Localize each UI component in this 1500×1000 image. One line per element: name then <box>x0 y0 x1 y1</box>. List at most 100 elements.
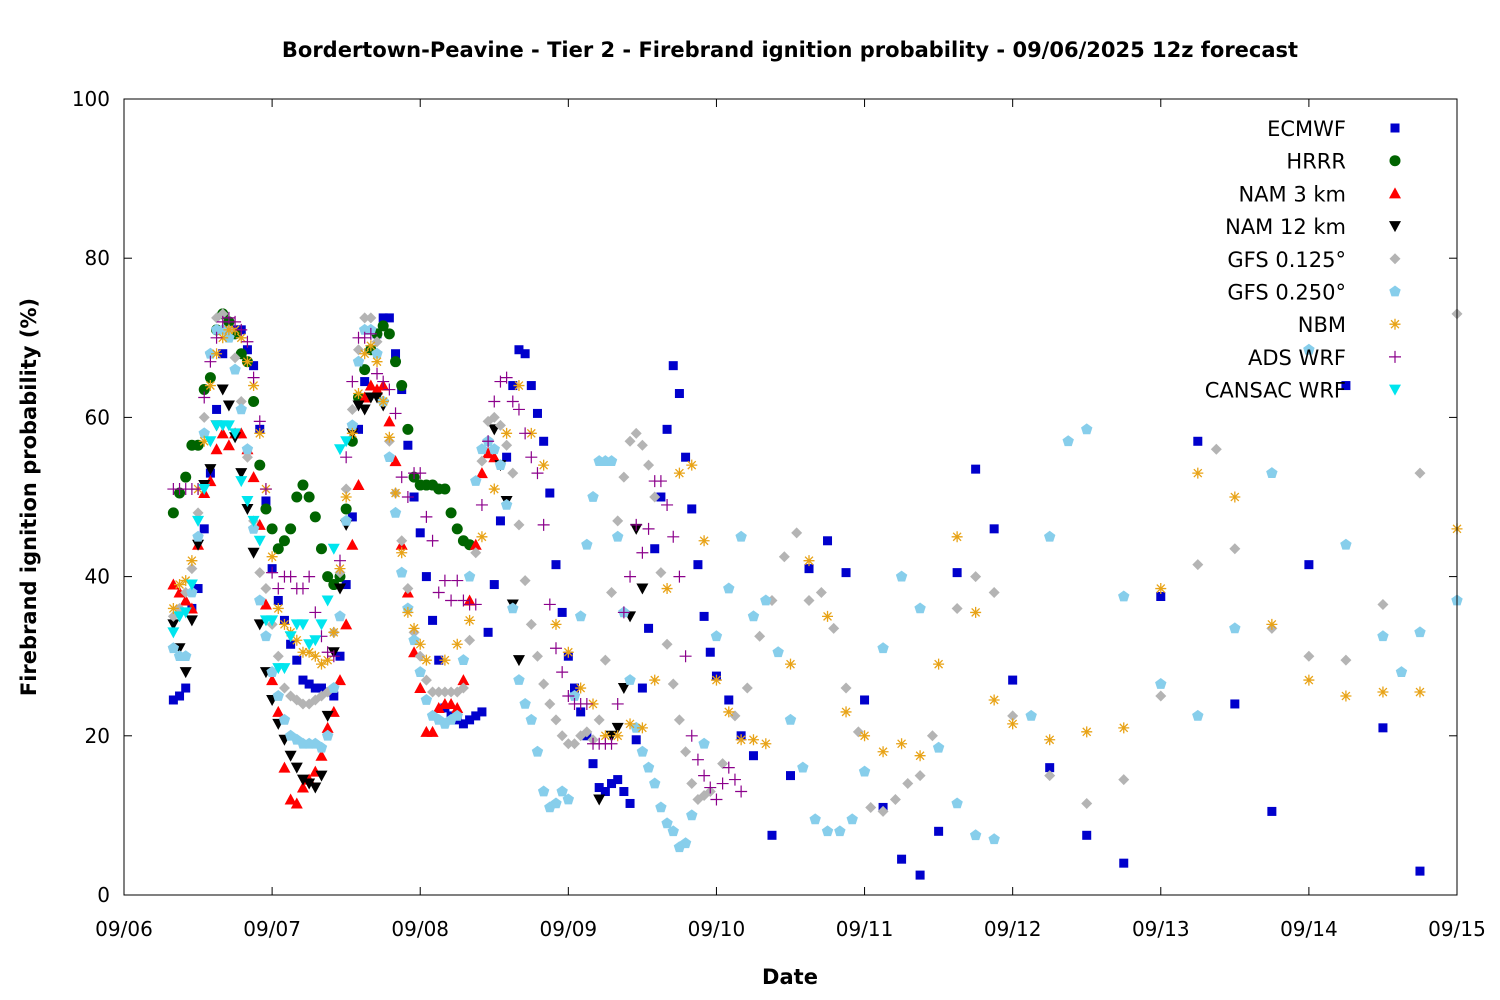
point-nam-3-km <box>457 674 470 686</box>
point-nbm <box>476 531 488 543</box>
point-gfs-0-125 <box>297 698 309 710</box>
point-gfs-0-250 <box>1118 590 1130 602</box>
point-gfs-0-250 <box>550 797 562 809</box>
point-cansac-wrf <box>192 515 205 527</box>
point-gfs-0-125 <box>661 638 673 650</box>
point-nbm <box>377 395 389 407</box>
point-gfs-0-125 <box>538 678 550 690</box>
legend-label: GFS 0.250° <box>1227 281 1346 305</box>
point-gfs-0-125 <box>581 726 593 738</box>
point-gfs-0-250 <box>562 793 575 805</box>
point-ecmwf <box>841 568 851 578</box>
point-gfs-0-125 <box>186 563 198 575</box>
point-gfs-0-125 <box>414 650 426 662</box>
point-gfs-0-250 <box>821 825 834 837</box>
legend-label: CANSAC WRF <box>1205 379 1346 403</box>
legend-marker <box>1389 350 1401 363</box>
point-gfs-0-125 <box>353 344 365 356</box>
point-nam-3-km <box>272 705 285 717</box>
point-ads-wrf <box>235 323 248 336</box>
y-tick-label: 100 <box>72 87 110 111</box>
point-nam-3-km <box>346 538 359 550</box>
point-hrrr <box>272 543 284 555</box>
point-ads-wrf <box>432 586 445 599</box>
point-gfs-0-125 <box>1210 443 1222 455</box>
point-ecmwf <box>489 580 499 590</box>
point-ads-wrf <box>438 574 451 587</box>
point-ecmwf <box>465 715 475 725</box>
point-ecmwf <box>668 361 678 371</box>
point-gfs-0-125 <box>828 622 840 634</box>
point-gfs-0-125 <box>624 435 636 447</box>
point-ads-wrf <box>284 570 297 583</box>
y-tick-label: 60 <box>85 405 110 429</box>
point-ads-wrf <box>519 427 532 440</box>
point-nbm <box>970 606 982 618</box>
point-ecmwf <box>705 647 715 657</box>
point-ads-wrf <box>475 498 488 511</box>
point-hrrr <box>390 356 402 368</box>
point-gfs-0-250 <box>1062 435 1074 447</box>
point-gfs-0-125 <box>507 467 519 479</box>
point-nbm <box>328 626 340 638</box>
point-ads-wrf <box>482 435 495 448</box>
point-nbm <box>933 658 945 670</box>
point-gfs-0-125 <box>649 491 661 503</box>
point-ecmwf <box>199 524 209 534</box>
point-nbm <box>599 730 611 742</box>
point-ecmwf <box>273 595 283 605</box>
point-nam-3-km <box>340 618 353 630</box>
point-ecmwf <box>286 639 296 649</box>
legend-item-cansac-wrf: CANSAC WRF <box>1205 379 1401 403</box>
point-ads-wrf <box>506 395 519 408</box>
point-nbm <box>488 483 500 495</box>
point-gfs-0-250 <box>235 403 247 415</box>
point-nam-3-km <box>475 467 488 479</box>
point-nbm <box>1229 491 1241 503</box>
point-ads-wrf <box>259 483 272 496</box>
point-ads-wrf <box>241 335 254 348</box>
point-nbm <box>198 435 210 447</box>
point-nam-12-km <box>352 400 365 412</box>
data-markers <box>167 308 1463 880</box>
point-cansac-wrf <box>315 619 328 631</box>
point-gfs-0-250 <box>587 491 599 502</box>
point-hrrr <box>266 523 278 535</box>
point-ads-wrf <box>704 781 717 794</box>
point-gfs-0-250 <box>180 650 192 662</box>
point-cansac-wrf <box>296 619 309 631</box>
point-gfs-0-125 <box>1414 467 1426 479</box>
point-nam-12-km <box>303 778 316 790</box>
x-tick-label: 09/13 <box>1132 917 1190 941</box>
point-gfs-0-250 <box>346 419 359 431</box>
point-ecmwf <box>767 830 777 840</box>
point-nbm <box>414 638 426 650</box>
point-gfs-0-250 <box>1025 709 1037 721</box>
point-ecmwf <box>823 536 833 546</box>
point-gfs-0-250 <box>698 737 710 749</box>
point-gfs-0-250 <box>1266 467 1278 478</box>
point-nbm <box>525 427 537 439</box>
point-gfs-0-250 <box>519 697 531 709</box>
point-ads-wrf <box>698 769 711 782</box>
point-cansac-wrf <box>303 639 316 651</box>
legend-item-nam-12-km: NAM 12 km <box>1225 215 1401 239</box>
point-ads-wrf <box>642 522 655 535</box>
point-ads-wrf <box>414 467 427 480</box>
point-ecmwf <box>1119 858 1129 868</box>
point-gfs-0-125 <box>371 336 383 348</box>
point-ads-wrf <box>679 650 692 663</box>
legend-item-nbm: NBM <box>1298 313 1401 337</box>
point-nbm <box>896 738 908 750</box>
point-ecmwf <box>897 854 907 864</box>
point-ecmwf <box>699 611 709 621</box>
point-ads-wrf <box>420 510 433 523</box>
point-ecmwf <box>619 787 629 797</box>
point-ads-wrf <box>630 518 643 531</box>
point-gfs-0-250 <box>969 829 982 841</box>
point-nbm <box>383 431 395 443</box>
point-nam-12-km <box>617 683 630 695</box>
point-ads-wrf <box>451 574 464 587</box>
point-ecmwf <box>310 683 320 693</box>
point-ads-wrf <box>222 311 235 324</box>
